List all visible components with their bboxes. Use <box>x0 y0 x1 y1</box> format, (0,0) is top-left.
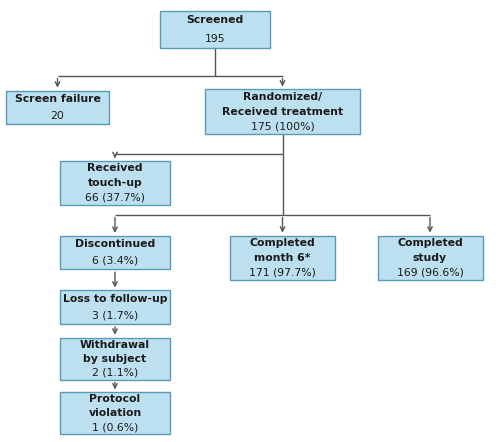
FancyBboxPatch shape <box>378 236 482 280</box>
FancyBboxPatch shape <box>205 89 360 133</box>
Text: Withdrawal: Withdrawal <box>80 339 150 350</box>
Text: by subject: by subject <box>84 354 146 364</box>
Text: Discontinued: Discontinued <box>75 239 155 249</box>
Text: 3 (1.7%): 3 (1.7%) <box>92 311 138 321</box>
Text: touch-up: touch-up <box>88 178 142 188</box>
Text: 175 (100%): 175 (100%) <box>250 121 314 131</box>
Text: 20: 20 <box>50 111 64 121</box>
Text: Completed: Completed <box>250 238 316 248</box>
Text: Received: Received <box>88 164 143 173</box>
Text: Completed: Completed <box>397 238 463 248</box>
Text: 1 (0.6%): 1 (0.6%) <box>92 423 138 432</box>
Text: 2 (1.1%): 2 (1.1%) <box>92 368 138 377</box>
Text: Randomized/: Randomized/ <box>243 92 322 102</box>
FancyBboxPatch shape <box>6 91 109 124</box>
Text: 195: 195 <box>204 34 226 44</box>
FancyBboxPatch shape <box>60 290 170 324</box>
FancyBboxPatch shape <box>60 161 170 205</box>
FancyBboxPatch shape <box>60 392 170 434</box>
Text: 171 (97.7%): 171 (97.7%) <box>249 267 316 278</box>
Text: month 6*: month 6* <box>254 253 310 263</box>
Text: violation: violation <box>88 408 142 419</box>
Text: Screen failure: Screen failure <box>14 94 100 104</box>
Text: 169 (96.6%): 169 (96.6%) <box>396 267 464 278</box>
Text: Loss to follow-up: Loss to follow-up <box>63 294 167 304</box>
FancyBboxPatch shape <box>230 236 335 280</box>
Text: 66 (37.7%): 66 (37.7%) <box>85 193 145 203</box>
FancyBboxPatch shape <box>60 338 170 380</box>
FancyBboxPatch shape <box>60 236 170 270</box>
FancyBboxPatch shape <box>160 11 270 49</box>
Text: Protocol: Protocol <box>90 394 140 404</box>
Text: 6 (3.4%): 6 (3.4%) <box>92 256 138 266</box>
Text: Screened: Screened <box>186 15 244 25</box>
Text: Received treatment: Received treatment <box>222 107 343 117</box>
Text: study: study <box>413 253 447 263</box>
